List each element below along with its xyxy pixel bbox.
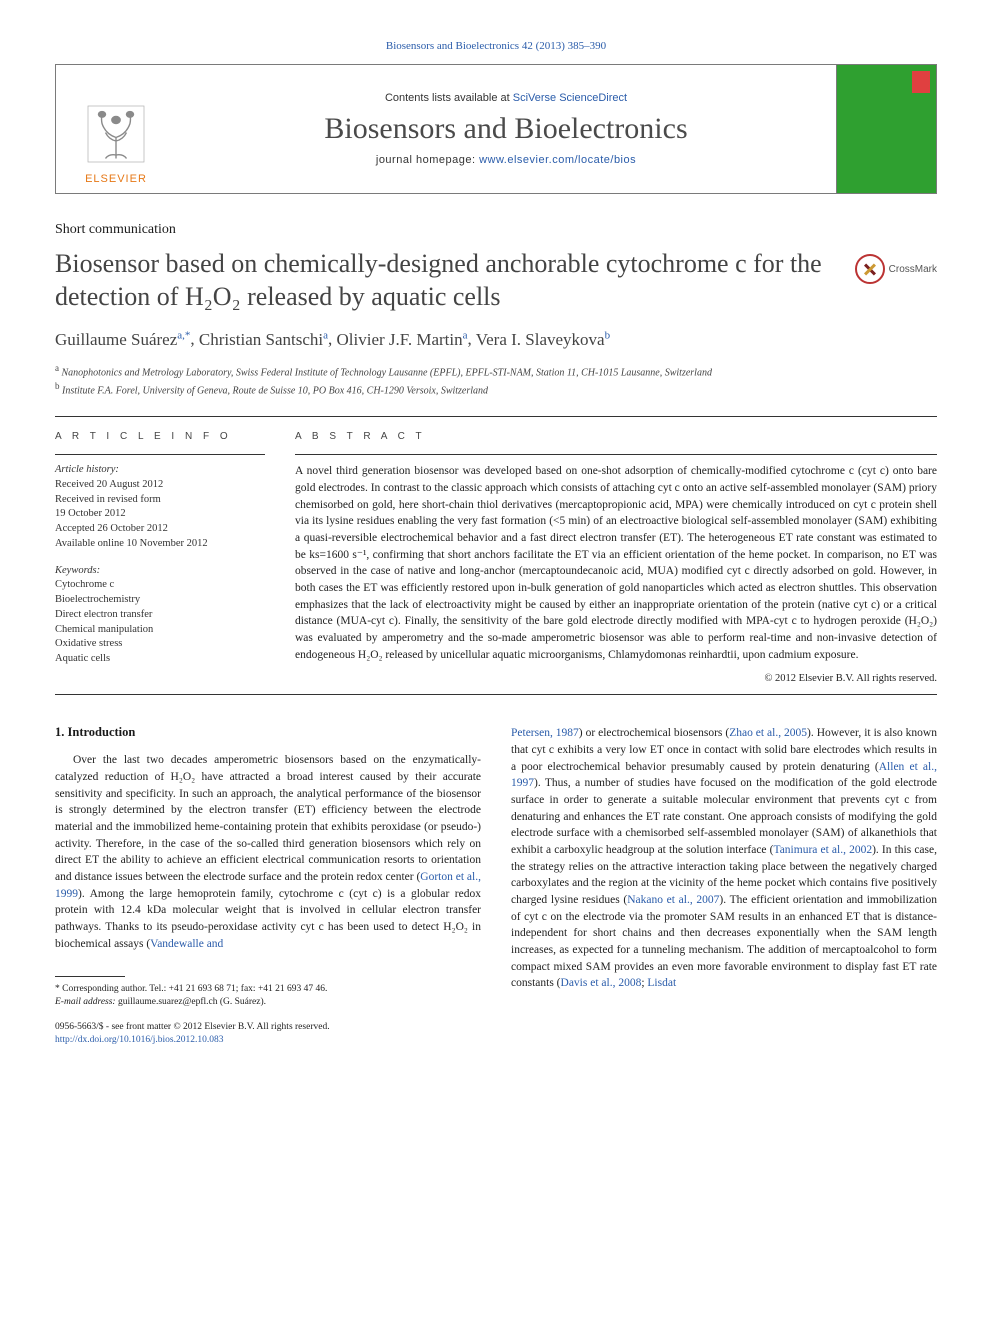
ref-zhao-2005[interactable]: Zhao et al., 2005	[729, 727, 807, 739]
body-col-right: Petersen, 1987) or electrochemical biose…	[511, 725, 937, 1046]
article-type: Short communication	[55, 222, 937, 238]
article-history: Article history: Received 20 August 2012…	[55, 463, 265, 551]
sciencedirect-link[interactable]: SciVerse ScienceDirect	[513, 92, 627, 104]
cover-image	[837, 65, 936, 193]
article-title: Biosensor based on chemically-designed a…	[55, 248, 837, 313]
header-center: Contents lists available at SciVerse Sci…	[176, 65, 836, 193]
corresponding-author: * Corresponding author. Tel.: +41 21 693…	[55, 983, 481, 1009]
abstract-copyright: © 2012 Elsevier B.V. All rights reserved…	[295, 673, 937, 684]
author-1: Guillaume Suáreza,*	[55, 330, 190, 349]
body-col-left: 1. Introduction Over the last two decade…	[55, 725, 481, 1046]
abstract-text: A novel third generation biosensor was d…	[295, 463, 937, 663]
journal-homepage-link[interactable]: www.elsevier.com/locate/bios	[479, 154, 636, 166]
abstract-head: A B S T R A C T	[295, 431, 937, 442]
doi-link[interactable]: http://dx.doi.org/10.1016/j.bios.2012.10…	[55, 1035, 223, 1045]
keywords-list: Cytochrome c Bioelectrochemistry Direct …	[55, 578, 265, 666]
rule-info	[55, 454, 265, 455]
intro-para-1: Over the last two decades amperometric b…	[55, 752, 481, 952]
authors-line: Guillaume Suáreza,*, Christian Santschia…	[55, 329, 937, 350]
homepage-line: journal homepage: www.elsevier.com/locat…	[376, 154, 636, 166]
journal-header: ELSEVIER Contents lists available at Sci…	[55, 64, 937, 194]
elsevier-tree-icon	[81, 99, 151, 169]
article-info-head: A R T I C L E I N F O	[55, 431, 265, 442]
intro-para-1-cont: Petersen, 1987) or electrochemical biose…	[511, 725, 937, 992]
ref-nakano-2007[interactable]: Nakano et al., 2007	[627, 894, 719, 906]
ref-tanimura-2002[interactable]: Tanimura et al., 2002	[773, 844, 872, 856]
journal-name: Biosensors and Bioelectronics	[324, 112, 687, 146]
author-2: Christian Santschia	[199, 330, 328, 349]
footnote-rule	[55, 976, 125, 977]
elsevier-label: ELSEVIER	[85, 173, 147, 185]
ref-lisdat[interactable]: Lisdat	[647, 977, 676, 989]
keywords-head: Keywords:	[55, 565, 265, 576]
doi-block: 0956-5663/$ - see front matter © 2012 El…	[55, 1021, 481, 1047]
ref-petersen-1987[interactable]: Petersen, 1987	[511, 727, 579, 739]
publisher-logo-block: ELSEVIER	[56, 65, 176, 193]
author-3: Olivier J.F. Martina	[337, 330, 468, 349]
top-citation-link[interactable]: Biosensors and Bioelectronics 42 (2013) …	[386, 40, 606, 52]
rule-bottom	[55, 694, 937, 695]
ref-davis-2008[interactable]: Davis et al., 2008	[561, 977, 642, 989]
abstract-block: A B S T R A C T A novel third generation…	[295, 431, 937, 684]
article-info-block: A R T I C L E I N F O Article history: R…	[55, 431, 265, 684]
affiliations: a Nanophotonics and Metrology Laboratory…	[55, 362, 937, 399]
contents-line: Contents lists available at SciVerse Sci…	[385, 92, 627, 104]
intro-head: 1. Introduction	[55, 725, 481, 740]
top-citation: Biosensors and Bioelectronics 42 (2013) …	[55, 40, 937, 52]
crossmark-badge[interactable]: CrossMark	[855, 254, 937, 284]
crossmark-icon	[855, 254, 885, 284]
ref-vandewalle[interactable]: Vandewalle and	[150, 938, 223, 950]
author-4: Vera I. Slaveykovab	[476, 330, 610, 349]
journal-cover-thumb	[836, 65, 936, 193]
rule-abstract	[295, 454, 937, 455]
